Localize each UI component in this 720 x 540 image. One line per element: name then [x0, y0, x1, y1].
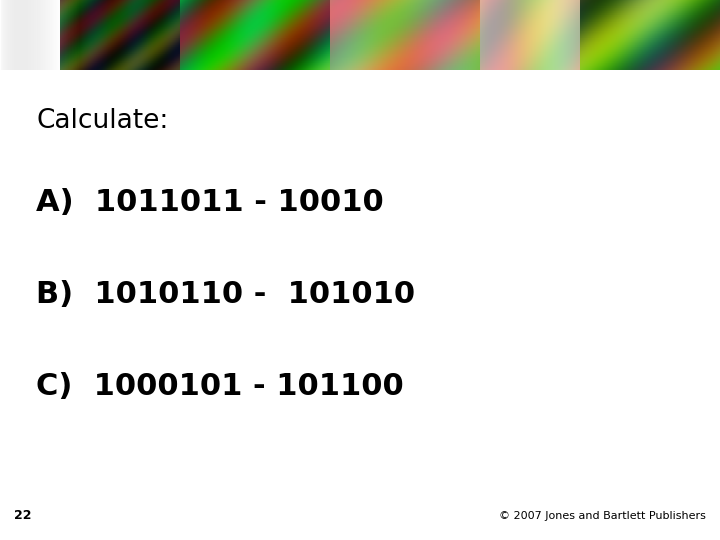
- Text: © 2007 Jones and Bartlett Publishers: © 2007 Jones and Bartlett Publishers: [499, 511, 706, 521]
- Text: Subtracting Binary Numbers: Subtracting Binary Numbers: [159, 31, 647, 60]
- Text: B)  1010110 -  101010: B) 1010110 - 101010: [36, 280, 415, 309]
- Text: Calculate:: Calculate:: [36, 109, 168, 134]
- Text: C)  1000101 - 101100: C) 1000101 - 101100: [36, 372, 404, 401]
- Text: 22: 22: [14, 509, 32, 522]
- Text: A)  1011011 - 10010: A) 1011011 - 10010: [36, 188, 384, 217]
